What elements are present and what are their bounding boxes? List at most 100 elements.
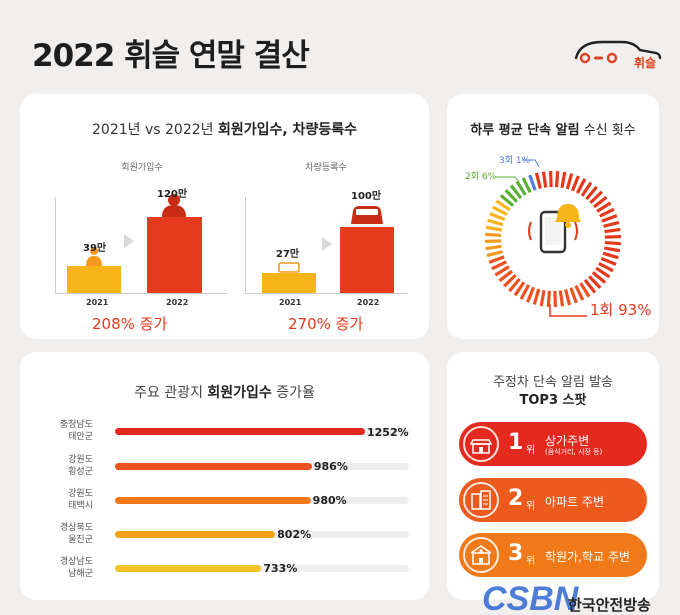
- members-increase: 208% 증가: [92, 315, 168, 333]
- ring-tick-1: [526, 286, 536, 303]
- growth-value: 733%: [263, 562, 298, 575]
- watermark-text: 한국안전방송: [568, 596, 651, 614]
- ring-tick-1: [484, 239, 502, 244]
- axis-line: [55, 197, 56, 294]
- spot-name: 학원가,학교 주변: [545, 550, 630, 564]
- top3-card: 주정차 단속 알림 발송 TOP3 스팟 1 위 상가주변 (음식거리, 시장 등…: [447, 352, 659, 600]
- region-label: 경상남도 남해군: [59, 557, 93, 579]
- twice-leader-line: [495, 176, 520, 183]
- ring-tick-1: [546, 290, 552, 307]
- ring-tick-3: [528, 174, 537, 191]
- region-label: 강원도 태백시: [68, 489, 93, 511]
- year-label: 2022: [166, 298, 189, 307]
- ring-tick-1: [491, 260, 507, 271]
- rank-suffix: 위: [526, 501, 536, 512]
- ring-wave: [528, 221, 532, 241]
- axis-line: [245, 293, 408, 294]
- ring-tick-1: [591, 271, 607, 284]
- ring-tick-1: [592, 195, 608, 209]
- ring-tick-1: [565, 173, 574, 190]
- thrice-leader-line: [522, 159, 540, 168]
- rank-suffix: 위: [526, 445, 536, 456]
- ring-tick-1: [564, 289, 572, 306]
- daily-alerts-title: 하루 평균 단속 알림 수신 횟수: [470, 123, 636, 138]
- ring-tick-1: [575, 178, 587, 194]
- ring-tick-1: [495, 199, 511, 212]
- csbn-watermark-logo: CSBN: [482, 580, 580, 615]
- arrow-icon: [124, 234, 134, 248]
- ring-tick-1: [604, 240, 621, 246]
- ring-tick-1: [539, 289, 546, 307]
- ring-tick-1: [596, 201, 612, 213]
- rank-suffix: 위: [526, 556, 536, 567]
- value-label: 120만: [157, 189, 188, 200]
- tourist-growth-card: 주요 관광지 회원가입수 증가율 충청남도 태안군 1252% 강원도 횡성군 98…: [20, 352, 429, 600]
- svg-text:CSBN: CSBN: [482, 580, 580, 615]
- year-label: 2022: [357, 298, 380, 307]
- growth-value: 1252%: [367, 426, 409, 439]
- rank-number: 3: [508, 541, 524, 566]
- daily-alerts-card: 하루 평균 단속 알림 수신 횟수 3회 1% 2회 6% 1회 93%: [447, 94, 659, 339]
- ring-tick-1: [570, 175, 580, 192]
- spot-name: 상가주변: [545, 434, 590, 448]
- once-leader-line: [549, 304, 587, 317]
- ring-tick-1: [603, 220, 620, 228]
- phone-screen: [545, 217, 561, 245]
- growth-value: 802%: [277, 528, 312, 541]
- person-icon: [162, 205, 186, 217]
- ring-tick-1: [603, 246, 621, 253]
- whistle-car-logo: [574, 40, 662, 64]
- ring-tick-2: [509, 184, 523, 200]
- bar-2022-vehicles: [340, 227, 394, 293]
- ring-tick-1: [519, 284, 531, 300]
- spot-2: 2 위 아파트 주변: [459, 478, 647, 522]
- car-icon: [278, 262, 300, 273]
- ring-tick-1: [492, 205, 508, 217]
- ring-tick-1: [588, 275, 602, 289]
- logo-text: 휘슬: [634, 56, 657, 70]
- tourist-growth-title: 주요 관광지 회원가입수 증가율: [134, 385, 315, 401]
- ring-tick-2: [499, 194, 515, 207]
- vehicles-bars: [262, 206, 394, 293]
- rank-number: 2: [508, 486, 524, 511]
- growth-bar: [115, 497, 311, 504]
- axis-line: [55, 293, 227, 294]
- ring-tick-1: [589, 190, 603, 204]
- person-icon: [86, 256, 102, 266]
- growth-bar: [115, 565, 262, 572]
- members-bars: [67, 194, 202, 293]
- ring-tick-1: [602, 251, 619, 260]
- spot-name: 아파트 주변: [545, 495, 605, 509]
- vehicles-label: 차량등록수: [305, 163, 347, 173]
- growth-value: 980%: [312, 494, 347, 507]
- members-label: 회원가입수: [121, 163, 163, 173]
- ring-tick-1: [598, 261, 614, 273]
- ring-tick-1: [604, 234, 622, 239]
- year-label: 2021: [279, 298, 302, 307]
- members-vehicles-card: 2021년 vs 2022년 회원가입수, 차량등록수 회원가입수 39만 12…: [20, 94, 429, 339]
- ring-tick-1: [485, 244, 502, 251]
- ring-tick-1: [489, 212, 506, 222]
- car-window: [356, 209, 378, 215]
- ring-tick-1: [508, 277, 521, 293]
- school-icon: [463, 537, 499, 573]
- ring-tick-1: [601, 214, 618, 223]
- ring-tick-1: [595, 266, 611, 279]
- ring-tick-1: [583, 278, 597, 294]
- bell-icon: [565, 222, 571, 228]
- ring-tick-1: [600, 256, 617, 266]
- ring-tick-1: [574, 285, 585, 301]
- axis-line: [245, 197, 246, 294]
- ring-tick-1: [579, 282, 591, 298]
- ring-tick-1: [585, 185, 598, 201]
- ring-tick-1: [580, 181, 593, 197]
- ring-tick-1: [488, 255, 505, 264]
- ring-tick-1: [503, 274, 517, 288]
- rank-number: 1: [508, 430, 524, 455]
- value-label: 27만: [276, 249, 300, 260]
- growth-bar: [115, 531, 276, 538]
- ring-tick-2: [521, 177, 532, 193]
- ring-tick-1: [513, 281, 526, 297]
- region-label: 경상북도 울진군: [59, 523, 93, 545]
- growth-bar: [115, 463, 312, 470]
